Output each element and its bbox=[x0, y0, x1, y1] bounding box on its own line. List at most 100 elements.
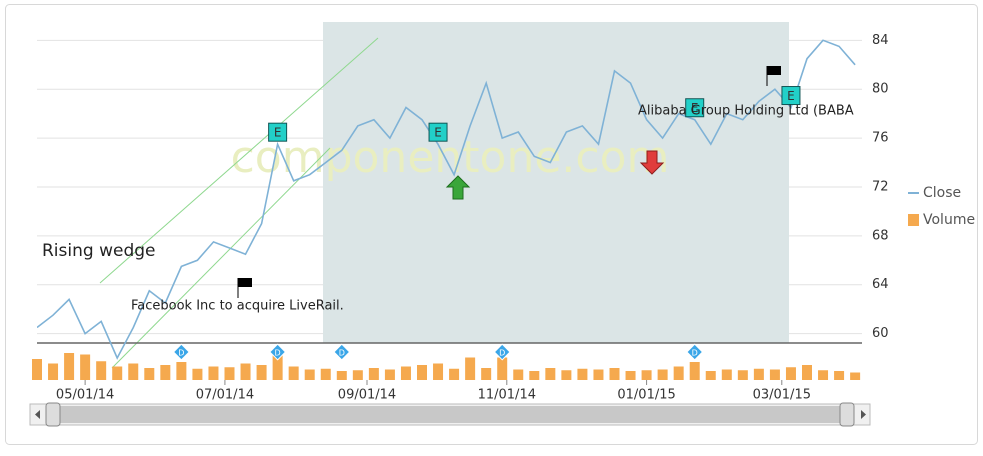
dividend-marker bbox=[493, 343, 511, 361]
volume-bar bbox=[593, 369, 604, 380]
earnings-label: E bbox=[787, 89, 795, 103]
volume-bar bbox=[112, 366, 123, 380]
y-tick-label: 84 bbox=[872, 33, 889, 48]
volume-bar bbox=[785, 367, 796, 380]
volume-bar bbox=[449, 368, 460, 380]
volume-bar bbox=[433, 363, 444, 380]
earnings-marker bbox=[428, 122, 448, 142]
earnings-label: E bbox=[434, 126, 442, 140]
volume-bar bbox=[769, 369, 780, 380]
volume-bar bbox=[48, 363, 59, 380]
x-tick-label: 09/01/14 bbox=[338, 388, 396, 403]
earnings-marker bbox=[268, 122, 288, 142]
trend-line bbox=[99, 37, 379, 284]
volume-bar bbox=[465, 357, 476, 380]
trend-line bbox=[111, 147, 331, 369]
earnings-label: E bbox=[274, 126, 282, 140]
legend-swatch bbox=[908, 214, 919, 226]
volume-bar bbox=[64, 353, 75, 380]
x-tick-label: 07/01/14 bbox=[196, 388, 254, 403]
y-tick-label: 76 bbox=[872, 131, 889, 146]
flag bbox=[237, 278, 252, 298]
volume-bar bbox=[609, 368, 620, 380]
volume-bar bbox=[384, 369, 395, 380]
volume-bar bbox=[497, 357, 508, 380]
volume-bar bbox=[256, 365, 267, 380]
dividend-marker bbox=[686, 343, 704, 361]
volume-bar bbox=[352, 370, 363, 380]
dividend-marker bbox=[333, 343, 351, 361]
watermark: componentone.com bbox=[231, 132, 670, 183]
dividend-label: D bbox=[178, 349, 184, 358]
sell-arrow bbox=[639, 150, 665, 175]
volume-bar bbox=[545, 368, 556, 380]
volume-bar bbox=[400, 366, 411, 380]
volume-bar bbox=[561, 370, 572, 380]
volume-bar bbox=[689, 362, 700, 380]
x-tick-label: 01/01/15 bbox=[617, 388, 675, 403]
volume-bar bbox=[657, 369, 668, 380]
volume-bar bbox=[529, 371, 540, 380]
volume-bar bbox=[481, 368, 492, 380]
volume-bar bbox=[336, 371, 347, 380]
close-line bbox=[37, 39, 856, 360]
x-tick-label: 05/01/14 bbox=[56, 388, 114, 403]
volume-bar bbox=[641, 370, 652, 380]
annotation: Alibaba Group Holding Ltd (BABA bbox=[638, 104, 854, 119]
x-tick-label: 03/01/15 bbox=[753, 388, 811, 403]
earnings-marker bbox=[781, 86, 801, 106]
flag bbox=[766, 66, 781, 86]
volume-bar bbox=[160, 365, 171, 380]
scroll-left[interactable] bbox=[35, 410, 40, 419]
volume-bar bbox=[673, 366, 684, 380]
legend-label: Close bbox=[923, 185, 961, 201]
annotation: Facebook Inc to acquire LiveRail. bbox=[131, 299, 344, 314]
scroll-range[interactable] bbox=[54, 406, 844, 423]
earnings-marker bbox=[685, 98, 705, 118]
y-tick-label: 64 bbox=[872, 277, 889, 292]
volume-bar bbox=[304, 369, 315, 380]
x-tick-label: 11/01/14 bbox=[478, 388, 536, 403]
legend-label: Volume bbox=[923, 212, 975, 228]
volume-bar bbox=[834, 371, 845, 380]
volume-bar bbox=[32, 359, 42, 380]
volume-bar bbox=[625, 371, 636, 380]
volume-bar bbox=[577, 368, 588, 380]
y-tick-label: 80 bbox=[872, 82, 889, 97]
highlight-region bbox=[323, 22, 789, 343]
volume-bar bbox=[818, 370, 829, 380]
annotation: Rising wedge bbox=[42, 241, 156, 261]
volume-bar bbox=[513, 369, 524, 380]
range-navigator[interactable] bbox=[29, 402, 871, 427]
volume-bar bbox=[224, 367, 235, 380]
scroll-thumb[interactable] bbox=[839, 402, 855, 427]
dividend-marker bbox=[269, 343, 287, 361]
volume-bar bbox=[192, 368, 203, 380]
buy-arrow bbox=[445, 175, 471, 200]
dividend-label: D bbox=[499, 349, 505, 358]
scroll-right[interactable] bbox=[861, 410, 866, 419]
volume-bar bbox=[176, 362, 187, 380]
dividend-marker bbox=[172, 343, 190, 361]
volume-bar bbox=[753, 368, 764, 380]
volume-bar bbox=[208, 366, 219, 380]
volume-bar bbox=[802, 365, 812, 380]
dividend-label: D bbox=[339, 349, 345, 358]
volume-bar bbox=[288, 366, 299, 380]
y-tick-label: 60 bbox=[872, 326, 889, 341]
earnings-label: E bbox=[691, 101, 699, 115]
volume-bar bbox=[721, 369, 732, 380]
volume-bar bbox=[240, 363, 251, 380]
dividend-label: D bbox=[275, 349, 281, 358]
volume-bar bbox=[128, 363, 139, 380]
volume-bar bbox=[144, 368, 155, 380]
y-tick-label: 68 bbox=[872, 228, 889, 243]
dividend-label: D bbox=[692, 349, 698, 358]
volume-bar bbox=[320, 368, 331, 380]
y-tick-label: 72 bbox=[872, 179, 889, 194]
volume-bar bbox=[417, 365, 427, 380]
volume-bar bbox=[850, 372, 861, 380]
scroll-thumb[interactable] bbox=[45, 402, 61, 427]
volume-bar bbox=[705, 371, 716, 380]
volume-bar bbox=[737, 370, 748, 380]
